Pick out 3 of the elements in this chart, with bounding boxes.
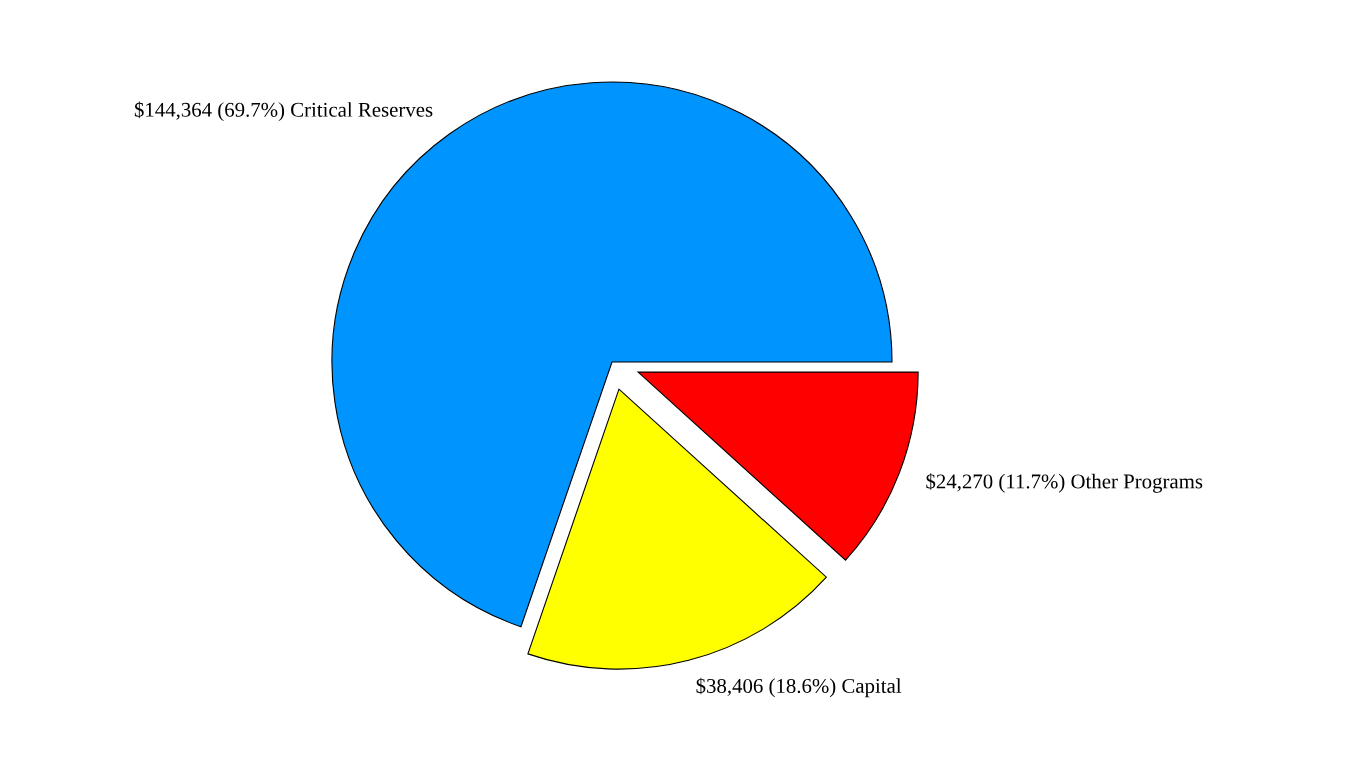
slice-label: $144,364 (69.7%) Critical Reserves — [134, 101, 433, 122]
slice-label: $38,406 (18.6%) Capital — [696, 677, 902, 698]
slice-label: $24,270 (11.7%) Other Programs — [926, 473, 1203, 493]
